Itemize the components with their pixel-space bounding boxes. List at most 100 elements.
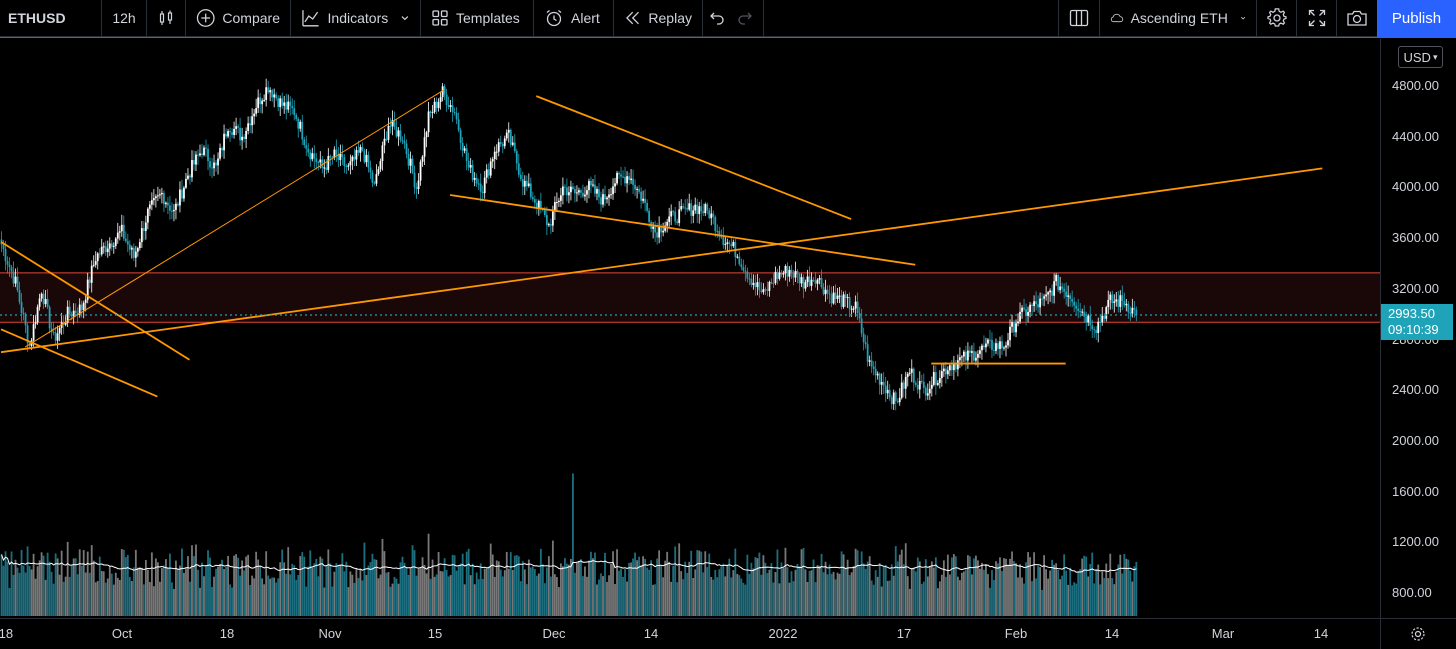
- indicators-button[interactable]: Indicators: [291, 0, 420, 37]
- trendline-dec-upper-descending: [536, 95, 852, 220]
- volume-bar: [68, 576, 71, 616]
- volume-bar: [185, 568, 187, 616]
- volume-bar: [161, 568, 163, 616]
- compare-button[interactable]: Compare: [186, 0, 290, 37]
- candle-body: [1117, 299, 1120, 307]
- candle-body: [203, 147, 205, 156]
- candle-body: [1061, 286, 1064, 289]
- grid-icon: [432, 10, 448, 26]
- volume-bar: [94, 582, 97, 616]
- candle-body: [826, 289, 829, 294]
- volume-bar: [1107, 578, 1110, 616]
- volume-bar: [708, 553, 711, 616]
- candle-body: [315, 158, 318, 163]
- candle-body: [275, 94, 278, 99]
- fullscreen-icon: [1308, 9, 1325, 27]
- volume-bar: [309, 550, 312, 616]
- volume-bar: [513, 555, 516, 616]
- volume-bar: [1101, 571, 1104, 616]
- fullscreen-button[interactable]: [1297, 0, 1336, 37]
- redo-icon: [738, 12, 752, 25]
- volume-bar: [706, 567, 709, 616]
- replay-button[interactable]: Replay: [614, 0, 702, 37]
- volume-bar: [351, 574, 354, 616]
- candle-body: [700, 206, 703, 212]
- volume-bar: [1009, 558, 1011, 616]
- candle-body: [415, 187, 418, 190]
- candle-body: [243, 136, 246, 139]
- chart-type-button[interactable]: [147, 0, 185, 37]
- candle-body: [1067, 295, 1070, 297]
- redo-button[interactable]: [733, 0, 763, 37]
- volume-bar: [549, 576, 552, 616]
- candle-body: [880, 381, 883, 385]
- volume-bar: [379, 574, 382, 616]
- candle-body: [614, 183, 616, 187]
- volume-bar: [60, 550, 63, 616]
- volume-bar: [64, 576, 67, 616]
- volume-bar: [956, 576, 959, 616]
- time-tick-label: Feb: [1004, 626, 1028, 641]
- candle-body: [405, 143, 408, 155]
- volume-bar: [892, 575, 895, 616]
- price-chart[interactable]: [0, 39, 1456, 649]
- volume-bar: [251, 575, 254, 616]
- volume-bar: [908, 588, 911, 616]
- candle-body: [435, 101, 438, 109]
- alert-button[interactable]: Alert: [534, 0, 613, 37]
- volume-bar: [1063, 554, 1066, 616]
- volume-bar: [555, 577, 558, 616]
- volume-bar: [429, 578, 432, 616]
- candle-body: [134, 251, 137, 258]
- volume-bar: [1125, 558, 1128, 616]
- volume-bar: [736, 573, 739, 616]
- volume-bar: [44, 579, 47, 616]
- candle-body: [221, 147, 223, 151]
- volume-bar: [407, 574, 410, 616]
- time-tick-label: 14: [643, 626, 659, 641]
- candle-body: [1099, 321, 1102, 323]
- templates-button[interactable]: Templates: [421, 0, 533, 37]
- candle-body: [427, 111, 430, 133]
- symbol-search-button[interactable]: ETHUSD: [0, 0, 101, 37]
- layout-select-button[interactable]: [1059, 0, 1099, 37]
- candle-body: [932, 372, 935, 385]
- volume-bar: [138, 567, 141, 616]
- interval-button[interactable]: 12h: [102, 0, 146, 37]
- volume-bar: [241, 560, 243, 616]
- publish-label: Publish: [1391, 10, 1442, 27]
- volume-bar: [816, 565, 819, 616]
- volume-bar: [596, 584, 598, 616]
- candle-body: [686, 207, 689, 210]
- candle-body: [963, 351, 965, 357]
- price-tick-label: 2400.00: [1392, 382, 1439, 398]
- undo-button[interactable]: [703, 0, 733, 37]
- snapshot-button[interactable]: [1337, 0, 1377, 37]
- scale-settings-button[interactable]: [1410, 626, 1426, 647]
- candle-body: [834, 292, 837, 299]
- candle-body: [217, 158, 219, 166]
- volume-bar: [283, 562, 286, 616]
- time-tick-label: 14: [1104, 626, 1120, 641]
- time-tick-label: Dec: [542, 626, 566, 641]
- candle-body: [124, 238, 127, 242]
- candle-body: [22, 312, 25, 315]
- volume-bar: [722, 563, 725, 616]
- volume-bar: [399, 562, 402, 616]
- candle-body: [822, 287, 825, 295]
- volume-bar: [82, 550, 85, 616]
- candle-body: [265, 87, 268, 100]
- volume-bar: [1115, 571, 1118, 616]
- candle-body: [205, 147, 207, 149]
- candle-body: [1065, 291, 1068, 297]
- currency-selector[interactable]: USD ▾: [1398, 46, 1443, 68]
- candle-body: [84, 299, 87, 303]
- volume-bar: [832, 571, 835, 616]
- publish-button[interactable]: Publish: [1377, 0, 1456, 37]
- candle-body: [624, 176, 626, 184]
- candle-body: [582, 192, 584, 197]
- settings-button[interactable]: [1257, 0, 1296, 37]
- volume-bar: [281, 549, 284, 616]
- saved-layout-button[interactable]: Ascending ETH: [1100, 0, 1256, 37]
- candle-body: [273, 94, 276, 98]
